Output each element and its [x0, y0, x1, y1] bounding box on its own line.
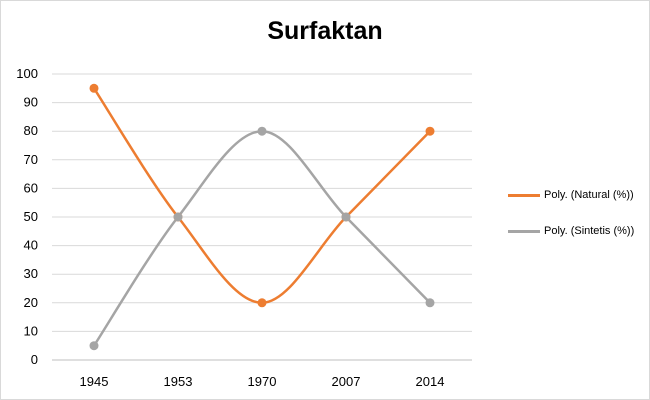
series-line-1 [92, 129, 431, 347]
y-tick-label: 40 [24, 238, 38, 253]
y-tick-label: 30 [24, 266, 38, 281]
data-point-1-3 [341, 212, 351, 222]
series-line-0 [92, 87, 431, 305]
y-tick-label: 0 [31, 352, 38, 367]
y-tick-label: 80 [24, 123, 38, 138]
data-point-0-4 [425, 126, 435, 136]
legend-swatch-sintetis [508, 229, 540, 233]
chart-title: Surfaktan [267, 17, 383, 45]
legend-label-sintetis: Poly. (Sintetis (%)) [544, 225, 635, 237]
legend-label-natural: Poly. (Natural (%)) [544, 189, 634, 201]
legend-swatch-natural [508, 193, 540, 197]
data-point-1-2 [257, 126, 267, 136]
y-tick-label: 10 [24, 323, 38, 338]
x-tick-label: 2014 [416, 374, 445, 389]
data-markers [89, 83, 435, 351]
x-tick-label: 1953 [164, 374, 193, 389]
y-tick-label: 70 [24, 152, 38, 167]
legend-item-sintetis[interactable]: Poly. (Sintetis (%)) [508, 224, 634, 238]
y-tick-label: 50 [24, 209, 38, 224]
x-tick-label: 1970 [248, 374, 277, 389]
data-point-1-0 [89, 341, 99, 351]
data-point-0-0 [89, 83, 99, 93]
y-tick-label: 60 [24, 180, 38, 195]
y-tick-label: 90 [24, 95, 38, 110]
data-point-0-2 [257, 298, 267, 308]
x-tick-label: 1945 [80, 374, 109, 389]
gridlines [52, 73, 472, 361]
legend: Poly. (Natural (%)) Poly. (Sintetis (%)) [508, 188, 634, 260]
x-tick-label: 2007 [332, 374, 361, 389]
legend-item-natural[interactable]: Poly. (Natural (%)) [508, 188, 634, 202]
data-point-1-4 [425, 298, 435, 308]
y-tick-label: 100 [16, 66, 38, 81]
y-tick-label: 20 [24, 295, 38, 310]
data-point-1-1 [173, 212, 183, 222]
axes: 0 10 20 30 40 50 60 70 80 90 100 1945 1953 1970 2007 20… [16, 66, 444, 389]
